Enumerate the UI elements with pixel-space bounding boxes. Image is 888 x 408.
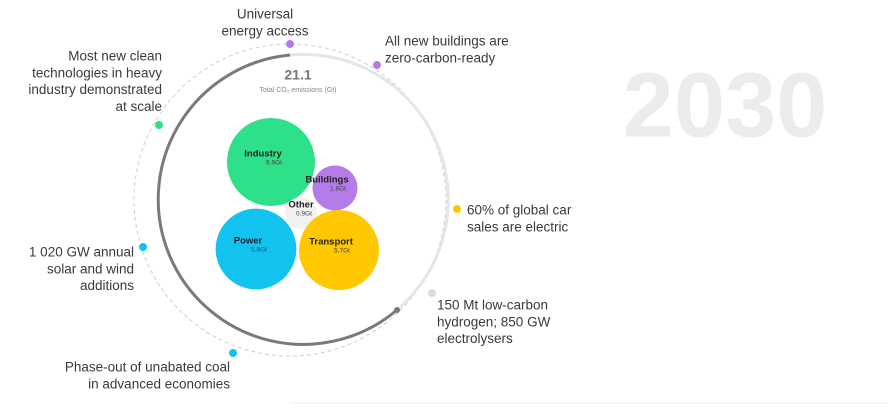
milestone-text: zero-carbon-ready — [385, 50, 496, 65]
total-value: 21.1 — [284, 67, 311, 83]
bubble — [215, 208, 297, 290]
milestone-text: Phase-out of unabated coal — [65, 360, 230, 375]
milestone-text: Most new clean — [68, 49, 162, 64]
bubble-value: 6.9Gt — [266, 160, 282, 167]
milestone-text: at scale — [115, 99, 162, 114]
milestone-text: in advanced economies — [88, 376, 230, 391]
milestone-dot — [229, 349, 237, 357]
outer-ring — [133, 43, 447, 357]
total-label: Total CO₂ emissions (Gt) — [259, 87, 336, 94]
bubble — [285, 197, 317, 229]
milestone-dot — [286, 40, 294, 48]
milestone-text: energy access — [221, 23, 308, 38]
bubble-label: Power — [234, 236, 263, 247]
bubble-label: Industry — [244, 149, 282, 160]
milestone-text: additions — [80, 278, 134, 293]
bubble-label: Other — [288, 200, 314, 211]
milestone-text: 60% of global car — [467, 203, 572, 218]
year: 2030 — [623, 54, 828, 156]
milestone-dot — [428, 289, 436, 297]
milestone-dot — [155, 121, 163, 129]
milestone-text: Universal — [237, 7, 293, 22]
milestone-text: 150 Mt low-carbon — [437, 298, 548, 313]
milestone-text: solar and wind — [47, 261, 134, 276]
bubble-value: 5.7Gt — [334, 248, 350, 255]
milestone-dot — [453, 205, 461, 213]
milestone-text: industry demonstrated — [28, 82, 162, 97]
milestone-dot — [139, 243, 147, 251]
milestone-text: 1 020 GW annual — [29, 245, 134, 260]
milestone-text: technologies in heavy — [32, 65, 162, 80]
milestone-text: electrolysers — [437, 331, 513, 346]
milestone-dot — [373, 61, 381, 69]
bubble — [227, 118, 315, 206]
bubble-label: Transport — [309, 237, 354, 248]
bubble-value: 0.9Gt — [296, 211, 312, 218]
progress-end — [394, 307, 400, 313]
milestone-text: All new buildings are — [385, 34, 509, 49]
milestone-text: hydrogen; 850 GW — [437, 314, 551, 329]
bubble-label: Buildings — [305, 175, 348, 186]
milestone-text: sales are electric — [467, 219, 569, 234]
progress-arc — [156, 53, 398, 346]
bubble — [299, 210, 379, 290]
bubble-value: 1.8Gt — [330, 186, 346, 193]
progress-track — [289, 52, 450, 312]
bubble-value: 5.8Gt — [251, 247, 267, 254]
bubble — [312, 165, 358, 211]
